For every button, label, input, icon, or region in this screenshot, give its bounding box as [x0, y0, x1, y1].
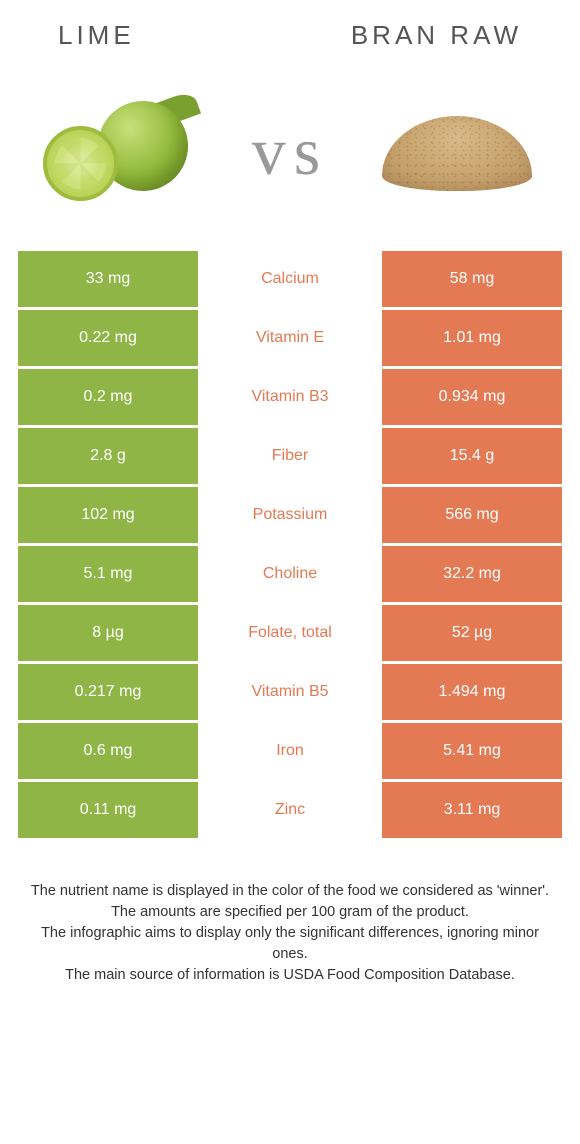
- nutrient-label: Vitamin B3: [198, 369, 382, 425]
- nutrient-label: Vitamin E: [198, 310, 382, 366]
- header: Lime Bran raw: [18, 20, 562, 61]
- nutrient-row: 5.1 mgCholine32.2 mg: [18, 546, 562, 602]
- right-value: 58 mg: [382, 251, 562, 307]
- footnote-line: The nutrient name is displayed in the co…: [28, 881, 552, 902]
- footnote-line: The amounts are specified per 100 gram o…: [28, 902, 552, 923]
- right-value: 1.494 mg: [382, 664, 562, 720]
- left-value: 0.217 mg: [18, 664, 198, 720]
- right-value: 0.934 mg: [382, 369, 562, 425]
- left-value: 0.22 mg: [18, 310, 198, 366]
- nutrient-row: 0.22 mgVitamin E1.01 mg: [18, 310, 562, 366]
- right-value: 3.11 mg: [382, 782, 562, 838]
- footnote-line: The infographic aims to display only the…: [28, 923, 552, 965]
- left-value: 2.8 g: [18, 428, 198, 484]
- bran-image: [362, 81, 552, 221]
- nutrient-row: 0.11 mgZinc3.11 mg: [18, 782, 562, 838]
- footnotes: The nutrient name is displayed in the co…: [18, 841, 562, 986]
- right-value: 1.01 mg: [382, 310, 562, 366]
- lime-image: [28, 81, 218, 221]
- right-value: 32.2 mg: [382, 546, 562, 602]
- nutrient-table: 33 mgCalcium58 mg0.22 mgVitamin E1.01 mg…: [18, 251, 562, 838]
- nutrient-row: 102 mgPotassium566 mg: [18, 487, 562, 543]
- right-value: 566 mg: [382, 487, 562, 543]
- left-value: 0.11 mg: [18, 782, 198, 838]
- nutrient-row: 33 mgCalcium58 mg: [18, 251, 562, 307]
- nutrient-label: Fiber: [198, 428, 382, 484]
- left-value: 33 mg: [18, 251, 198, 307]
- nutrient-label: Folate, total: [198, 605, 382, 661]
- left-value: 102 mg: [18, 487, 198, 543]
- right-food-title: Bran raw: [351, 20, 522, 51]
- right-value: 52 µg: [382, 605, 562, 661]
- nutrient-row: 0.2 mgVitamin B30.934 mg: [18, 369, 562, 425]
- left-value: 8 µg: [18, 605, 198, 661]
- nutrient-row: 8 µgFolate, total52 µg: [18, 605, 562, 661]
- nutrient-label: Zinc: [198, 782, 382, 838]
- right-value: 5.41 mg: [382, 723, 562, 779]
- nutrient-label: Potassium: [198, 487, 382, 543]
- images-row: vs: [18, 61, 562, 251]
- vs-label: vs: [252, 112, 328, 191]
- nutrient-label: Choline: [198, 546, 382, 602]
- nutrient-label: Vitamin B5: [198, 664, 382, 720]
- nutrient-row: 0.217 mgVitamin B51.494 mg: [18, 664, 562, 720]
- right-value: 15.4 g: [382, 428, 562, 484]
- left-value: 0.2 mg: [18, 369, 198, 425]
- nutrient-row: 0.6 mgIron5.41 mg: [18, 723, 562, 779]
- nutrient-label: Calcium: [198, 251, 382, 307]
- left-food-title: Lime: [58, 20, 135, 51]
- nutrient-label: Iron: [198, 723, 382, 779]
- footnote-line: The main source of information is USDA F…: [28, 965, 552, 986]
- infographic-container: Lime Bran raw vs 33 mgCalcium58 mg0.22 m…: [0, 0, 580, 1006]
- left-value: 0.6 mg: [18, 723, 198, 779]
- left-value: 5.1 mg: [18, 546, 198, 602]
- nutrient-row: 2.8 gFiber15.4 g: [18, 428, 562, 484]
